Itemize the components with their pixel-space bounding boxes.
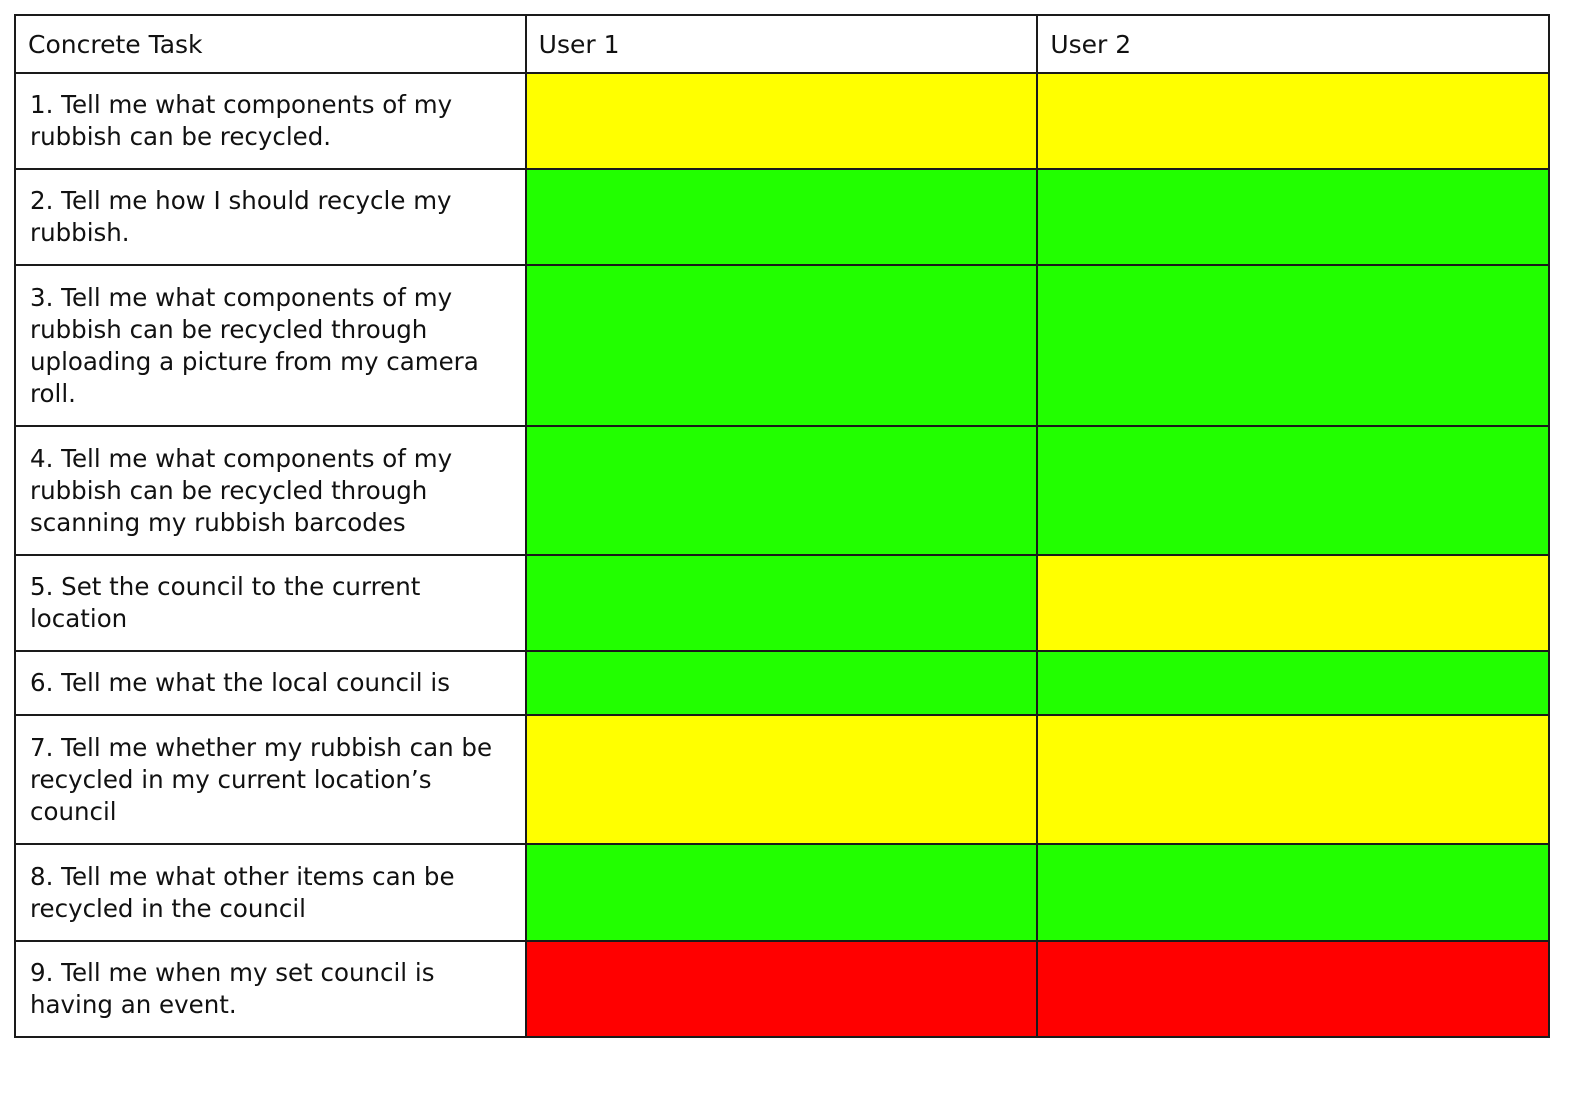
task-cell: 5. Set the council to the current locati… <box>14 554 527 652</box>
usability-results-table: Concrete Task User 1 User 2 1. Tell me w… <box>14 14 1550 1038</box>
user1-status-cell <box>524 264 1039 427</box>
user1-status-cell <box>524 554 1039 652</box>
table-row: 9. Tell me when my set council is having… <box>14 940 1550 1038</box>
user2-status-cell <box>1036 940 1550 1038</box>
task-cell: 7. Tell me whether my rubbish can be rec… <box>14 714 527 845</box>
user2-status-cell <box>1036 714 1550 845</box>
header-user-1: User 1 <box>524 14 1039 74</box>
user2-status-cell <box>1036 554 1550 652</box>
user2-status-cell <box>1036 425 1550 556</box>
task-cell: 3. Tell me what components of my rubbish… <box>14 264 527 427</box>
table-row: 1. Tell me what components of my rubbish… <box>14 72 1550 170</box>
user2-status-cell <box>1036 843 1550 942</box>
header-concrete-task: Concrete Task <box>14 14 527 74</box>
user1-status-cell <box>524 714 1039 845</box>
task-cell: 2. Tell me how I should recycle my rubbi… <box>14 168 527 266</box>
task-cell: 4. Tell me what components of my rubbish… <box>14 425 527 556</box>
table-row: 8. Tell me what other items can be recyc… <box>14 843 1550 942</box>
table-row: 2. Tell me how I should recycle my rubbi… <box>14 168 1550 266</box>
user1-status-cell <box>524 940 1039 1038</box>
user1-status-cell <box>524 425 1039 556</box>
header-user-2: User 2 <box>1036 14 1550 74</box>
user1-status-cell <box>524 650 1039 716</box>
user2-status-cell <box>1036 264 1550 427</box>
user2-status-cell <box>1036 168 1550 266</box>
table-row: 3. Tell me what components of my rubbish… <box>14 264 1550 427</box>
user2-status-cell <box>1036 72 1550 170</box>
user1-status-cell <box>524 843 1039 942</box>
user2-status-cell <box>1036 650 1550 716</box>
task-cell: 6. Tell me what the local council is <box>14 650 527 716</box>
table-row: 7. Tell me whether my rubbish can be rec… <box>14 714 1550 845</box>
user1-status-cell <box>524 168 1039 266</box>
table-row: 4. Tell me what components of my rubbish… <box>14 425 1550 556</box>
table-header-row: Concrete Task User 1 User 2 <box>14 14 1550 74</box>
table-row: 5. Set the council to the current locati… <box>14 554 1550 652</box>
user1-status-cell <box>524 72 1039 170</box>
task-cell: 9. Tell me when my set council is having… <box>14 940 527 1038</box>
task-cell: 8. Tell me what other items can be recyc… <box>14 843 527 942</box>
task-cell: 1. Tell me what components of my rubbish… <box>14 72 527 170</box>
table-row: 6. Tell me what the local council is <box>14 650 1550 716</box>
